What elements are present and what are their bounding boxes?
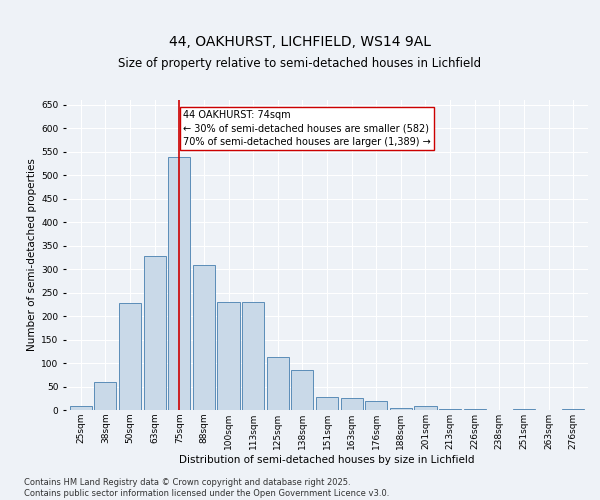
Bar xyxy=(94,382,116,410)
Bar xyxy=(242,302,264,410)
Y-axis label: Number of semi-detached properties: Number of semi-detached properties xyxy=(27,158,37,352)
Bar xyxy=(168,158,190,410)
Text: Size of property relative to semi-detached houses in Lichfield: Size of property relative to semi-detach… xyxy=(118,58,482,70)
Bar xyxy=(513,409,535,410)
Bar xyxy=(415,406,437,410)
Bar xyxy=(341,398,363,410)
Bar xyxy=(217,302,239,410)
Bar xyxy=(291,370,313,410)
Bar xyxy=(266,358,289,410)
Bar xyxy=(439,409,461,410)
Bar xyxy=(119,303,141,410)
Bar xyxy=(143,256,166,410)
Text: 44 OAKHURST: 74sqm
← 30% of semi-detached houses are smaller (582)
70% of semi-d: 44 OAKHURST: 74sqm ← 30% of semi-detache… xyxy=(183,110,431,146)
Text: Contains HM Land Registry data © Crown copyright and database right 2025.
Contai: Contains HM Land Registry data © Crown c… xyxy=(24,478,389,498)
Bar xyxy=(390,408,412,410)
Bar xyxy=(316,397,338,410)
X-axis label: Distribution of semi-detached houses by size in Lichfield: Distribution of semi-detached houses by … xyxy=(179,454,475,464)
Bar xyxy=(365,400,388,410)
Bar xyxy=(193,266,215,410)
Bar xyxy=(562,408,584,410)
Text: 44, OAKHURST, LICHFIELD, WS14 9AL: 44, OAKHURST, LICHFIELD, WS14 9AL xyxy=(169,35,431,49)
Bar xyxy=(464,409,486,410)
Bar xyxy=(70,406,92,410)
